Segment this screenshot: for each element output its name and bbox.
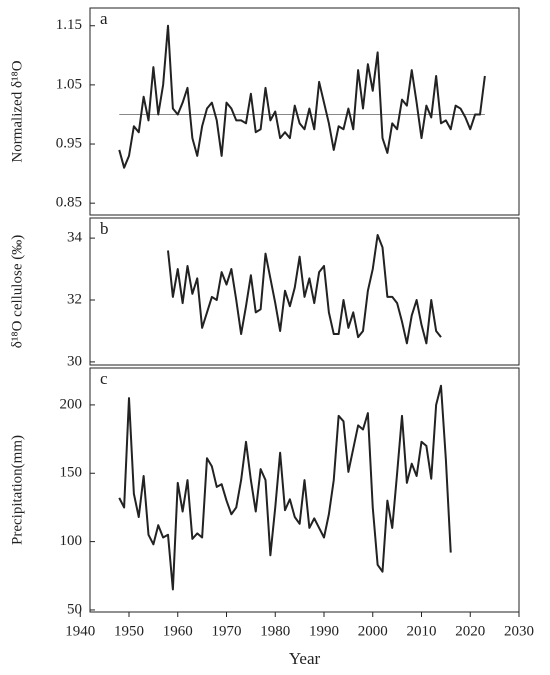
data-line: [167, 234, 442, 345]
x-tick-label: 2010: [407, 623, 437, 639]
data-line: [118, 384, 452, 591]
y-tick-label: 30: [67, 353, 82, 369]
panel-label: b: [100, 219, 109, 238]
y-tick-label: 200: [60, 396, 83, 412]
panel-frame: [89, 7, 520, 216]
y-axis-label: δ¹⁸O cellulose (‰): [9, 235, 25, 348]
y-axis-label: Normalized δ¹⁸O: [9, 60, 25, 162]
y-tick-label: 150: [60, 465, 83, 481]
panel-label: c: [100, 369, 108, 388]
data-line: [118, 24, 486, 169]
y-tick-label: 50: [67, 601, 82, 617]
x-axis-label: Year: [289, 649, 321, 668]
y-axis-label: Precipitation(mm): [9, 435, 25, 545]
y-tick-label: 1.05: [56, 76, 82, 92]
x-tick-label: 1950: [114, 623, 144, 639]
y-tick-label: 32: [67, 291, 82, 307]
panel-label: a: [100, 9, 108, 28]
y-tick-label: 0.95: [56, 135, 82, 151]
x-tick-label: 1960: [163, 623, 193, 639]
x-tick-label: 2020: [455, 623, 485, 639]
y-tick-label: 1.15: [56, 17, 82, 33]
x-tick-label: 1970: [212, 623, 242, 639]
x-tick-label: 1990: [309, 623, 339, 639]
y-tick-label: 34: [67, 230, 83, 246]
x-tick-label: 2030: [504, 623, 534, 639]
panel-frame: [89, 367, 520, 613]
panel-frame: [89, 217, 520, 366]
y-tick-label: 100: [60, 533, 83, 549]
x-tick-label: 1940: [65, 623, 95, 639]
x-tick-label: 1980: [260, 623, 290, 639]
y-tick-label: 0.85: [56, 195, 82, 211]
x-tick-label: 2000: [358, 623, 388, 639]
